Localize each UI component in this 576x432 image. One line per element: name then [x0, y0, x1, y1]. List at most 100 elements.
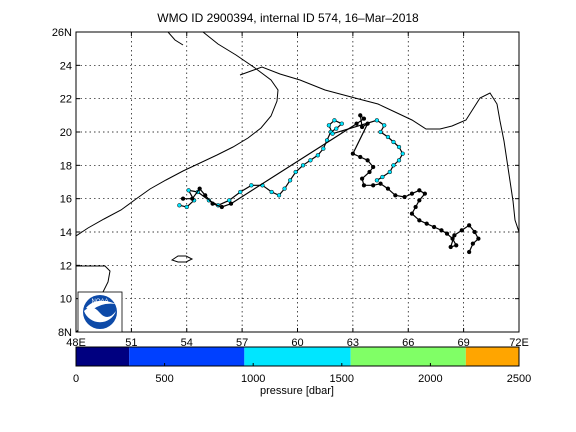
- profile-point: [219, 204, 224, 210]
- profile-point: [354, 121, 359, 126]
- colorbar-label: pressure [dbar]: [260, 385, 334, 397]
- x-tick-label: 60: [291, 337, 303, 349]
- profile-point: [380, 174, 385, 180]
- x-tick-label: 69: [458, 337, 470, 349]
- profile-point: [330, 131, 335, 136]
- profile-point: [180, 196, 186, 201]
- profile-point: [287, 178, 293, 183]
- colorbar-tick-label: 2000: [418, 373, 442, 385]
- profile-point: [396, 158, 402, 163]
- profile-point: [359, 176, 365, 181]
- socotra-island: [170, 255, 194, 263]
- profile-point: [359, 124, 365, 130]
- profile-point: [476, 236, 481, 241]
- noaa-logo: NOAA: [77, 291, 123, 333]
- profile-point: [371, 183, 376, 188]
- profile-point: [422, 191, 428, 196]
- y-tick-label: 16: [60, 194, 72, 206]
- colorbar-segment: [350, 347, 466, 366]
- profile-point: [300, 163, 306, 168]
- colorbar-tick-label: 500: [155, 373, 173, 385]
- gulf-coastline-upper: [167, 32, 184, 46]
- profile-point: [184, 204, 189, 210]
- x-tick-label: 72E: [509, 337, 529, 349]
- profile-point: [396, 144, 402, 150]
- profile-point: [177, 203, 182, 208]
- chart-title: WMO ID 2900394, internal ID 574, 16–Mar–…: [157, 11, 419, 25]
- profile-point: [365, 121, 370, 126]
- colorbar-segment: [465, 347, 519, 366]
- profile-point: [444, 231, 450, 236]
- y-tick-label: 14: [60, 227, 72, 239]
- profile-point: [358, 154, 363, 160]
- profile-point: [378, 181, 383, 186]
- noaa-logo-text: NOAA: [91, 299, 108, 305]
- profile-point: [365, 158, 370, 163]
- colorbar-segment: [76, 347, 130, 366]
- profile-point: [467, 249, 472, 255]
- profile-point: [467, 223, 472, 228]
- profile-point: [391, 163, 396, 168]
- profile-point: [374, 178, 380, 183]
- profile-point: [387, 169, 392, 175]
- profile-point: [276, 193, 282, 198]
- profile-point: [334, 126, 339, 131]
- profile-point: [228, 201, 234, 206]
- profile-point: [391, 139, 396, 145]
- colorbar-tick-label: 0: [73, 373, 79, 385]
- y-tick-label: 8N: [58, 327, 72, 339]
- profile-point: [452, 233, 457, 238]
- coastline-pakistan-india: [239, 66, 519, 233]
- profile-point: [417, 198, 422, 203]
- y-tick-label: 10: [60, 294, 72, 306]
- profile-point: [378, 129, 383, 135]
- profile-point: [308, 158, 313, 163]
- profile-point: [321, 146, 326, 151]
- profile-point: [339, 121, 344, 126]
- profile-point: [431, 224, 437, 230]
- x-tick-label: 63: [347, 337, 359, 349]
- profile-point: [190, 196, 195, 201]
- colorbar-frame: [75, 346, 520, 367]
- x-tick-label: 57: [236, 337, 248, 349]
- profile-point: [227, 198, 232, 203]
- profile-point: [203, 193, 208, 198]
- noaa-logo-wave: [84, 307, 116, 323]
- profile-point: [238, 189, 243, 195]
- profile-point: [454, 243, 459, 248]
- profile-point: [361, 183, 367, 188]
- profile-point: [282, 186, 287, 191]
- profile-point: [448, 244, 453, 250]
- coastline-arabia: [76, 32, 279, 237]
- profile-point: [382, 123, 387, 128]
- y-tick-label: 24: [60, 60, 72, 72]
- profile-point: [472, 229, 477, 235]
- y-tick-label: 20: [60, 127, 72, 139]
- profile-point: [385, 134, 391, 140]
- profile-point: [358, 113, 363, 118]
- profile-point: [459, 228, 464, 233]
- profile-point: [350, 151, 356, 156]
- profile-point: [400, 151, 405, 156]
- colorbar-tick-label: 2500: [507, 373, 531, 385]
- x-tick-label: 66: [402, 337, 414, 349]
- profile-point: [393, 193, 398, 198]
- profile-point: [439, 228, 444, 233]
- colorbar-tick-label: 1000: [241, 373, 265, 385]
- profile-point: [332, 118, 337, 123]
- profile-point: [470, 241, 476, 246]
- profile-point: [424, 221, 429, 226]
- noaa-logo-bird: [86, 300, 116, 310]
- y-tick-label: 12: [60, 260, 72, 272]
- coastline-layer: [76, 32, 519, 332]
- profile-point: [367, 169, 372, 175]
- profile-point: [450, 236, 455, 241]
- profile-point: [409, 191, 415, 196]
- x-tick-label: 54: [181, 337, 193, 349]
- profile-point: [186, 188, 191, 193]
- profile-point: [413, 204, 418, 210]
- profile-point: [402, 194, 407, 200]
- colorbar-segment: [129, 347, 245, 366]
- profile-point: [385, 186, 391, 191]
